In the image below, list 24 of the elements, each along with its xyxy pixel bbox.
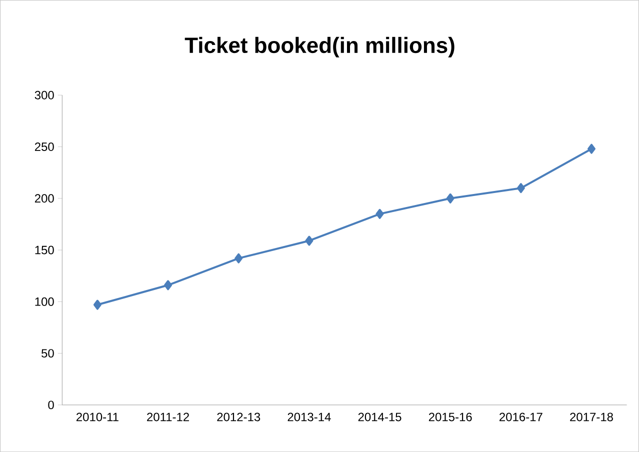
x-tick-label: 2013-14 — [288, 412, 331, 422]
x-tick-label: 2014-15 — [358, 412, 402, 422]
point — [93, 300, 102, 310]
point — [588, 144, 596, 154]
x-tick-label: 2011-12 — [147, 412, 189, 422]
y-tick-label: 150 — [35, 246, 54, 254]
x-tick-label: 2012-13 — [217, 412, 260, 422]
point — [516, 183, 525, 194]
x-tick-label: 2016-17 — [500, 412, 542, 422]
chart-title: Ticket booked(in millions) — [184, 36, 454, 58]
point — [305, 236, 314, 246]
y-tick-label: 250 — [34, 142, 54, 151]
x-tick-label: 2010-11 — [76, 412, 118, 422]
point — [446, 193, 454, 204]
y-tick-label: 100 — [35, 297, 54, 306]
y-tick-label: 50 — [42, 349, 54, 358]
point — [376, 208, 384, 219]
y-tick-label: 0 — [48, 400, 54, 410]
y-tick-label: 200 — [34, 194, 54, 203]
y-tick-label: 300 — [34, 90, 54, 100]
x-tick-label: 2015-16 — [428, 412, 472, 422]
point — [164, 280, 172, 290]
x-tick-label: 2017-18 — [570, 412, 613, 422]
point — [234, 253, 243, 264]
